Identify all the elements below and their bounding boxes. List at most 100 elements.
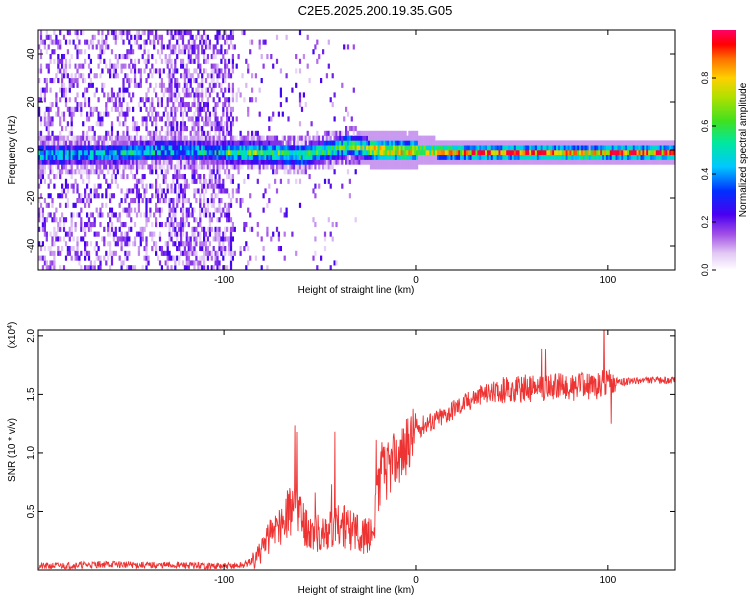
heatmap-cell (181, 130, 185, 136)
heatmap-cell (214, 260, 217, 266)
heatmap-cell (203, 145, 206, 151)
heatmap-cell (302, 164, 306, 170)
heatmap-cell (38, 44, 41, 50)
heatmap-cell (126, 102, 129, 108)
heatmap-cell (559, 140, 563, 146)
heatmap-cell (147, 111, 150, 117)
heatmap-cell (283, 150, 286, 156)
heatmap-cell (264, 164, 267, 170)
heatmap-cell (356, 154, 359, 160)
heatmap-cell (208, 92, 212, 98)
heatmap-cell (195, 178, 198, 184)
heatmap-cell (181, 154, 185, 160)
heatmap-cell (218, 164, 221, 170)
heatmap-cell (479, 159, 482, 165)
heatmap-cell (178, 231, 181, 237)
heatmap-cell (454, 145, 457, 151)
heatmap-cell (251, 73, 254, 79)
heatmap-cell (224, 102, 227, 108)
heatmap-cell (193, 111, 196, 117)
heatmap-cell (118, 202, 121, 208)
heatmap-cell (226, 236, 229, 242)
heatmap-cell (193, 260, 196, 266)
heatmap-cell (243, 140, 246, 146)
heatmap-cell (41, 212, 45, 218)
heatmap-cell (227, 241, 231, 247)
heatmap-cell (99, 159, 102, 165)
heatmap-cell (416, 145, 419, 151)
heatmap-cell (78, 102, 81, 108)
heatmap-cell (527, 145, 530, 151)
heatmap-cell (133, 145, 137, 151)
heatmap-cell (204, 246, 208, 252)
heatmap-cell (172, 102, 175, 108)
heatmap-cell (427, 150, 430, 156)
heatmap-cell (139, 78, 142, 84)
heatmap-cell (302, 145, 306, 151)
heatmap-cell (153, 241, 156, 247)
heatmap-cell (120, 188, 123, 194)
heatmap-cell (72, 212, 75, 218)
heatmap-cell (210, 159, 213, 165)
heatmap-cell (38, 150, 41, 156)
heatmap-cell (55, 111, 58, 117)
heatmap-cell (114, 250, 117, 256)
heatmap-cell (95, 150, 98, 156)
heatmap-cell (114, 30, 117, 36)
heatmap-cell (352, 150, 355, 156)
heatmap-cell (193, 150, 196, 156)
heatmap-cell (155, 135, 158, 141)
heatmap-cell (642, 154, 645, 160)
heatmap-cell (126, 30, 129, 36)
heatmap-cell (191, 178, 194, 184)
heatmap-cell (264, 154, 267, 160)
heatmap-cell (525, 140, 528, 146)
heatmap-cell (540, 140, 543, 146)
heatmap-cell (247, 130, 250, 136)
heatmap-cell (379, 159, 382, 165)
heatmap-cell (210, 135, 213, 141)
heatmap-cell (398, 145, 401, 151)
heatmap-cell (389, 135, 392, 141)
heatmap-cell (243, 222, 246, 228)
heatmap-cell (667, 140, 670, 146)
heatmap-cell (323, 150, 327, 156)
heatmap-cell (41, 241, 45, 247)
heatmap-cell (206, 226, 210, 232)
heatmap-cell (47, 164, 50, 170)
heatmap-cell (481, 150, 484, 156)
heatmap-cell (128, 140, 131, 146)
heatmap-cell (427, 145, 430, 151)
heatmap-cell (166, 126, 169, 132)
heatmap-cell (181, 226, 185, 232)
heatmap-cell (444, 150, 448, 156)
heatmap-cell (366, 145, 369, 151)
heatmap-cell (101, 49, 104, 55)
heatmap-cell (536, 145, 540, 151)
heatmap-cell (540, 159, 543, 165)
heatmap-cell (197, 164, 200, 170)
heatmap-cell (611, 150, 614, 156)
heatmap-cell (440, 154, 444, 160)
colorbar-tick-label: 0.6 (700, 120, 710, 133)
heatmap-cell (216, 121, 219, 127)
heatmap-cell (155, 188, 158, 194)
heatmap-cell (110, 126, 114, 132)
heatmap-cell (53, 49, 56, 55)
heatmap-cell (99, 169, 102, 175)
heatmap-cell (86, 193, 89, 199)
heatmap-cell (523, 150, 526, 156)
heatmap-cell (162, 164, 165, 170)
heatmap-cell (82, 236, 85, 242)
heatmap-cell (43, 246, 47, 252)
heatmap-cell (126, 87, 129, 93)
heatmap-cell (132, 174, 135, 180)
heatmap-cell (329, 145, 332, 151)
heatmap-cell (168, 159, 171, 165)
heatmap-cell (162, 44, 165, 50)
heatmap-cell (227, 236, 231, 242)
heatmap-cell (68, 169, 71, 175)
heatmap-cell (325, 164, 329, 170)
heatmap-cell (304, 102, 307, 108)
heatmap-cell (586, 140, 589, 146)
